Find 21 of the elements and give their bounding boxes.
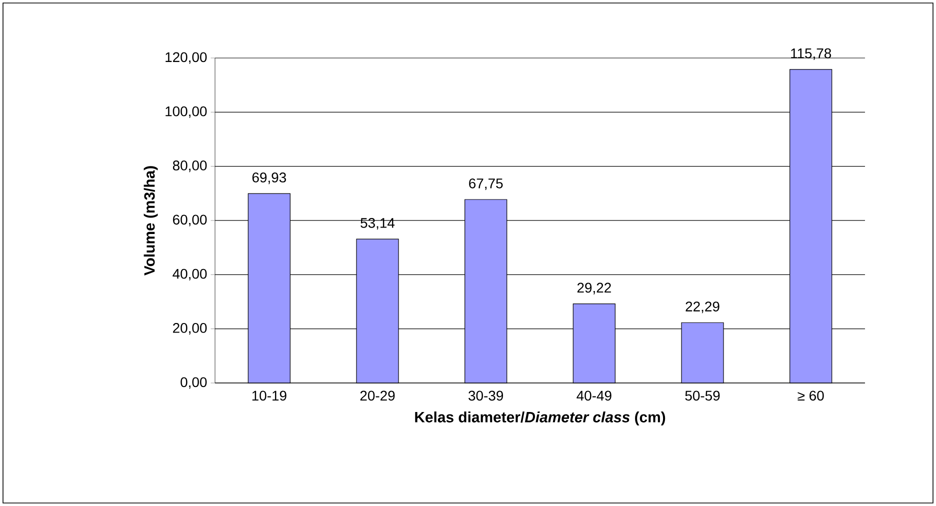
x-tick-label: 50-59 (685, 390, 720, 401)
y-tick-label: 100,00 (166, 106, 207, 118)
x-tick-label: 20-29 (360, 390, 395, 401)
x-tick-label: 40-49 (576, 390, 612, 401)
data-label: 67,75 (469, 178, 503, 190)
y-axis-title: Volume (m3/ha) (144, 166, 158, 276)
y-tick-label: 80,00 (172, 160, 207, 172)
x-axis-title: Kelas diameter/Diameter class (cm) (415, 411, 666, 426)
y-tick-label: 120,00 (166, 52, 207, 64)
data-label: 53,14 (360, 218, 395, 230)
y-tick-label: 20,00 (173, 323, 207, 335)
y-tick-label: 0,00 (180, 377, 207, 389)
x-tick-label: 10-19 (252, 390, 286, 401)
data-label: 29,22 (577, 282, 611, 294)
data-label: 115,78 (791, 48, 832, 60)
data-label: 69,93 (252, 172, 286, 184)
y-tick-label: 40,00 (172, 268, 207, 280)
data-label: 22,29 (686, 302, 720, 314)
x-tick-label: ≥ 60 (798, 390, 824, 401)
y-tick-label: 60,00 (173, 214, 207, 226)
x-tick-label: 30-39 (468, 390, 504, 401)
